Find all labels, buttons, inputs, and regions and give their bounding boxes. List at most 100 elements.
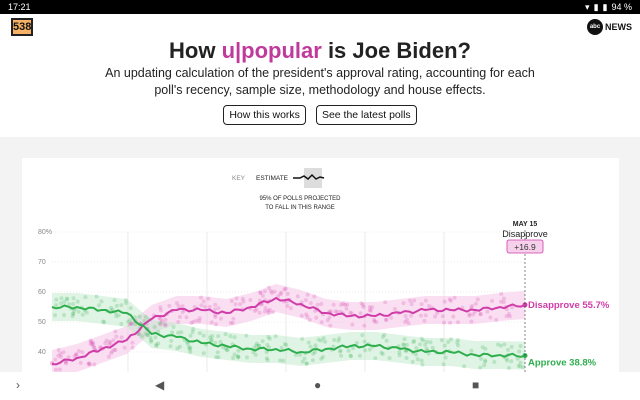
poll-dot	[266, 310, 271, 315]
poll-dot	[248, 298, 253, 302]
poll-dot	[411, 340, 416, 345]
poll-dot	[265, 358, 270, 363]
poll-dot	[517, 349, 522, 354]
chart-grid	[52, 231, 525, 373]
poll-dot	[267, 336, 272, 341]
poll-dot	[361, 303, 365, 307]
latest-polls-button[interactable]: See the latest polls	[315, 105, 417, 125]
poll-dot	[260, 339, 265, 344]
poll-dot	[404, 342, 409, 347]
back-icon[interactable]: ◀	[155, 378, 165, 392]
poll-dot	[397, 350, 402, 355]
subtitle-line-2: poll's recency, sample size, methodology…	[154, 83, 486, 97]
home-icon[interactable]: ●	[314, 378, 322, 392]
poll-dot	[137, 314, 142, 319]
poll-dot	[288, 306, 293, 311]
poll-dot	[257, 343, 262, 348]
poll-dot	[285, 291, 290, 296]
poll-dot	[66, 355, 71, 360]
poll-dot	[354, 340, 359, 345]
poll-dot	[213, 315, 218, 319]
poll-dot	[348, 310, 353, 315]
poll-dot	[350, 322, 355, 327]
poll-dot	[423, 342, 428, 347]
poll-dot	[323, 339, 327, 344]
poll-dot	[403, 320, 408, 324]
poll-dot	[54, 303, 59, 308]
poll-dot	[357, 353, 362, 358]
poll-dot	[90, 341, 95, 346]
how-this-works-button[interactable]: How this works	[223, 105, 306, 125]
approval-chart[interactable]: KEY ESTIMATE 95% OF POLLS PROJECTED TO F…	[22, 158, 619, 378]
chart-key: KEY ESTIMATE 95% OF POLLS PROJECTED TO F…	[232, 168, 341, 211]
poll-dot	[201, 299, 206, 304]
abc-news-logo[interactable]: abc NEWS	[587, 19, 632, 35]
poll-dot	[188, 333, 193, 338]
poll-dot	[311, 351, 316, 356]
status-time: 17:21	[8, 2, 31, 12]
poll-dot	[374, 320, 379, 325]
poll-dot	[216, 334, 221, 339]
poll-dot	[515, 356, 520, 361]
poll-dot	[71, 311, 76, 316]
poll-dot	[283, 286, 288, 291]
poll-dot	[406, 321, 411, 326]
y-tick-label: 80%	[38, 229, 52, 236]
poll-dot	[456, 320, 460, 325]
poll-dot	[383, 317, 388, 322]
poll-dot	[451, 314, 456, 319]
poll-dot	[101, 319, 106, 324]
poll-dot	[499, 291, 504, 296]
poll-dot	[129, 321, 134, 326]
poll-dot	[197, 319, 202, 323]
poll-dot	[433, 314, 438, 319]
poll-dot	[119, 335, 124, 340]
poll-dot	[415, 357, 420, 362]
poll-dot	[333, 309, 338, 314]
poll-dot	[218, 339, 223, 344]
chevron-right-icon[interactable]: ›	[16, 378, 20, 392]
key-range-line-2: TO FALL IN THIS RANGE	[265, 205, 335, 211]
marker-label: Disapprove	[502, 229, 548, 239]
poll-dot	[490, 298, 495, 303]
poll-dot	[338, 348, 343, 353]
poll-dot	[502, 342, 507, 347]
poll-dot	[282, 287, 287, 292]
poll-dot	[483, 358, 488, 363]
poll-dot	[240, 296, 245, 301]
recents-icon[interactable]: ■	[472, 378, 480, 392]
status-bar: 17:21 ▾ ▮ ▮ 94 %	[0, 0, 640, 14]
poll-dot	[236, 355, 241, 360]
poll-dot	[421, 338, 426, 343]
poll-dot	[520, 365, 525, 370]
poll-dot	[368, 308, 373, 313]
poll-dot	[207, 304, 212, 309]
poll-dot	[389, 315, 394, 320]
poll-dot	[209, 338, 214, 342]
poll-dot	[92, 345, 97, 350]
poll-dot	[328, 323, 333, 328]
poll-dot	[170, 330, 175, 335]
poll-dot	[319, 338, 324, 343]
poll-dot	[194, 318, 199, 323]
poll-dot	[367, 347, 372, 352]
poll-dot	[129, 321, 134, 326]
poll-dot	[103, 341, 108, 346]
poll-dot	[348, 353, 353, 358]
poll-dot	[179, 330, 184, 335]
poll-dot	[232, 352, 237, 357]
fivethirtyeight-logo[interactable]: 538	[11, 18, 33, 36]
poll-dot	[54, 297, 59, 302]
poll-dot	[107, 339, 112, 344]
poll-dot	[483, 346, 488, 351]
poll-dot	[469, 348, 474, 353]
poll-dot	[348, 354, 353, 359]
poll-dot	[58, 351, 63, 356]
poll-dot	[53, 313, 57, 318]
poll-dot	[419, 336, 424, 341]
poll-dot	[346, 348, 351, 353]
page-header: How u|popular is Joe Biden? An updating …	[0, 38, 640, 137]
poll-dot	[405, 317, 409, 322]
poll-dot	[111, 338, 116, 343]
poll-dot	[180, 310, 185, 315]
